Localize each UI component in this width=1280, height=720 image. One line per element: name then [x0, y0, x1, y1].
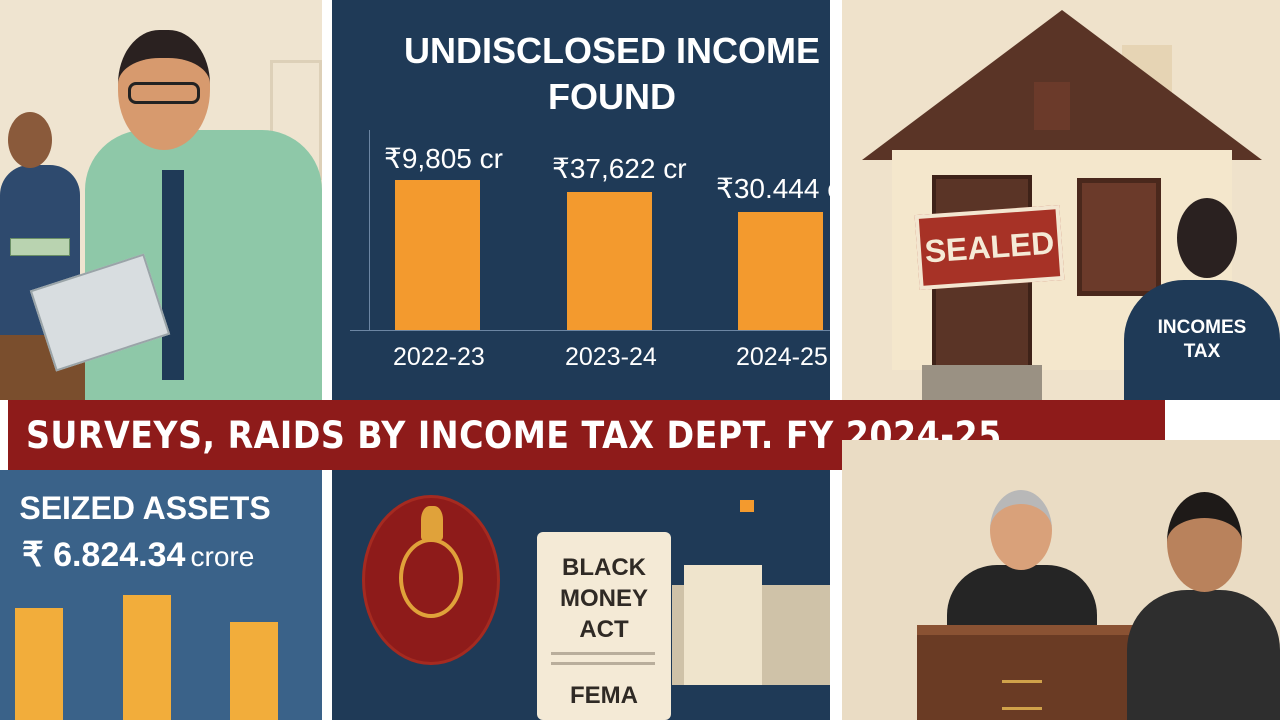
seized-amount: ₹ 6.824.34: [22, 536, 186, 574]
undisclosed-income-chart: UNDISCLOSED INCOME FOUND ₹9,805 cr 2022-2…: [332, 0, 830, 400]
officer-illustration-panel: [0, 0, 322, 400]
officer-back: INCOMES TAX: [1124, 280, 1280, 400]
steps: [922, 365, 1042, 400]
act-line-3: ACT: [579, 616, 629, 643]
sealed-house-panel: SEALED INCOMES TAX: [842, 0, 1280, 400]
headline-text: SURVEYS, RAIDS BY INCOME TAX DEPT. FY 20…: [26, 413, 1002, 457]
act-title: BLACK MONEY ACT: [537, 552, 671, 645]
fema-label: FEMA: [570, 682, 638, 709]
x-tick-label: 2023-24: [565, 343, 657, 371]
seized-bar-3: [230, 622, 278, 720]
seized-title: SEIZED ASSETS: [19, 490, 271, 526]
window: [1077, 178, 1161, 296]
act-line-2: MONEY: [559, 585, 648, 612]
chart-bar-2022-23: [395, 180, 480, 330]
glasses-icon: [128, 82, 200, 104]
seized-unit: crore: [190, 541, 255, 572]
officer-back-head: [1177, 198, 1237, 278]
x-tick-label: 2024-25: [736, 343, 828, 371]
chart-bar-2023-24: [567, 192, 652, 330]
act-line-1: BLACK: [562, 554, 646, 581]
chart-title: UNDISCLOSED INCOME FOUND: [403, 30, 821, 117]
lawyer-body: [1127, 590, 1280, 720]
x-tick-label: 2022-23: [393, 343, 485, 371]
chart-bar-2024-25: [738, 212, 823, 330]
building-portico: [684, 565, 762, 685]
seized-amount-row: ₹ 6.824.34 crore: [22, 535, 254, 575]
officer-jacket-text: INCOMES TAX: [1157, 317, 1247, 362]
lawyer-head: [1167, 492, 1242, 592]
courtroom-panel: [842, 440, 1280, 720]
judge-head: [990, 490, 1052, 570]
seized-assets-panel: SEIZED ASSETS ₹ 6.824.34 crore: [0, 470, 322, 720]
seized-bar-1: [15, 608, 63, 720]
divider: [551, 652, 655, 655]
y-axis-line: [369, 130, 370, 330]
chart-data-label: ₹37,622 cr: [552, 153, 687, 184]
chart-data-label: ₹9,805 cr: [384, 143, 503, 174]
chart-data-label: ₹30.444 cr: [716, 173, 830, 204]
act-document: BLACK MONEY ACT FEMA: [537, 532, 671, 720]
attic-window: [1034, 82, 1070, 130]
divider: [551, 662, 655, 665]
cash-stack-icon: [10, 238, 70, 256]
x-axis-line: [350, 330, 830, 331]
judge-bench: [917, 625, 1137, 720]
background-person-head: [8, 112, 52, 168]
officer-tie: [162, 170, 184, 380]
black-money-act-panel: BLACK MONEY ACT FEMA: [332, 470, 830, 720]
seized-bar-2: [123, 595, 171, 720]
flag-icon: [740, 500, 754, 512]
department-emblem-icon: [362, 495, 500, 665]
scales-of-justice-icon: [1002, 680, 1042, 710]
sealed-sign: SEALED: [914, 205, 1065, 290]
sealed-sign-text: SEALED: [923, 224, 1056, 270]
